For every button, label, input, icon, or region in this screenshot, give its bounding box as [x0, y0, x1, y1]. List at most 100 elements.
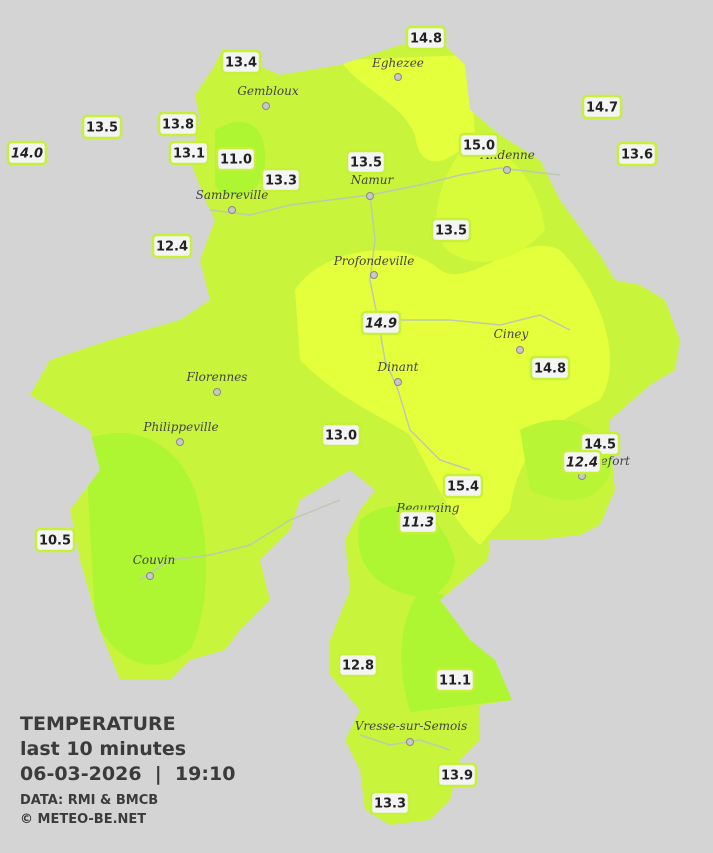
station-value: 13.4 [225, 56, 257, 71]
river [369, 194, 471, 471]
station-box [430, 217, 472, 243]
city-name: Namur [350, 173, 395, 187]
station: 11.3 [397, 509, 439, 535]
station: 14.7 [581, 94, 623, 120]
station-value: 10.5 [39, 534, 71, 549]
station: 14.8 [529, 355, 571, 381]
city-dot [228, 206, 236, 214]
city-name: Vresse-sur-Semois [355, 719, 468, 733]
station: 13.5 [430, 217, 472, 243]
station-box [360, 310, 402, 336]
station: 15.4 [442, 473, 484, 499]
station-box [168, 140, 210, 166]
zone [85, 432, 207, 665]
station-value: 13.6 [621, 148, 653, 163]
station: 12.8 [337, 652, 379, 678]
station-box [405, 25, 447, 51]
station: 15.0 [458, 132, 500, 158]
station-value: 13.3 [265, 174, 297, 189]
station-box [458, 132, 500, 158]
credit: © METEO-BE.NET [20, 812, 146, 827]
station-box [157, 111, 199, 137]
station-value: 14.9 [365, 317, 397, 332]
station-value: 13.9 [441, 769, 473, 784]
station: 13.3 [260, 167, 302, 193]
city-name: Ciney [494, 327, 529, 341]
city-name: Eghezee [371, 56, 424, 70]
station-value: 14.0 [11, 147, 43, 162]
city-name: Couvin [133, 553, 175, 567]
station-value: 13.3 [374, 797, 406, 812]
city-dot [406, 738, 414, 746]
station-box [581, 94, 623, 120]
station: 13.6 [616, 141, 658, 167]
station-box [6, 140, 48, 166]
title: TEMPERATURE [20, 713, 176, 735]
station-box [81, 114, 123, 140]
cities: EghezeeGemblouxAndenneNamurSambrevillePr… [133, 56, 630, 746]
station-value: 12.4 [156, 240, 188, 255]
city-dot [146, 572, 154, 580]
station: 14.9 [360, 310, 402, 336]
station-box [260, 167, 302, 193]
station-box [151, 233, 193, 259]
station: 13.9 [436, 762, 478, 788]
stations: 13.4 14.8 13.5 13.8 14.7 14.0 13.1 11.0 15.0 13.6… [6, 25, 658, 816]
city-dot [503, 166, 511, 174]
city-name: Gembloux [237, 84, 299, 98]
station: 11.0 [215, 146, 257, 172]
station-value: 14.5 [584, 438, 616, 453]
station-box [215, 146, 257, 172]
station: 10.5 [34, 527, 76, 553]
station: 14.0 [6, 140, 48, 166]
station-box [397, 509, 439, 535]
city-name: Philippeville [142, 420, 218, 434]
river [139, 499, 341, 581]
city-dot [366, 192, 374, 200]
station: 12.4 [151, 233, 193, 259]
station-box [561, 449, 603, 475]
station: 13.1 [168, 140, 210, 166]
station-value: 11.0 [220, 153, 252, 168]
station-value: 13.5 [86, 121, 118, 136]
station-value: 12.4 [566, 456, 598, 471]
station-box [616, 141, 658, 167]
station-box [320, 422, 362, 448]
station-value: 13.8 [162, 118, 194, 133]
station-box [436, 762, 478, 788]
station-value: 15.4 [447, 480, 479, 495]
station-value: 13.0 [325, 429, 357, 444]
legend: TEMPERATURE last 10 minutes 06-03-2026 |… [20, 713, 235, 827]
city-dot [370, 271, 378, 279]
station-box [442, 473, 484, 499]
station-box [529, 355, 571, 381]
subtitle: last 10 minutes [20, 738, 186, 760]
city-dot [262, 102, 270, 110]
station: 13.5 [345, 149, 387, 175]
station-value: 14.8 [534, 362, 566, 377]
station: 13.5 [81, 114, 123, 140]
station-box [369, 790, 411, 816]
station: 11.1 [434, 667, 476, 693]
river [398, 314, 571, 331]
station-value: 13.5 [350, 156, 382, 171]
station: 12.4 [561, 449, 603, 475]
source: DATA: RMI & BMCB [20, 793, 158, 808]
city-dot [213, 388, 221, 396]
station: 14.8 [405, 25, 447, 51]
station-value: 14.8 [410, 32, 442, 47]
city-name: Profondeville [333, 254, 415, 268]
station-value: 11.1 [439, 674, 471, 689]
city-dot [516, 346, 524, 354]
station-box [337, 652, 379, 678]
city-dot [394, 378, 402, 386]
station-value: 13.5 [435, 224, 467, 239]
station: 13.0 [320, 422, 362, 448]
station: 13.4 [220, 49, 262, 75]
station-value: 12.8 [342, 659, 374, 674]
city-name: Dinant [377, 360, 419, 374]
station-value: 11.3 [402, 516, 434, 531]
station-value: 15.0 [463, 139, 495, 154]
